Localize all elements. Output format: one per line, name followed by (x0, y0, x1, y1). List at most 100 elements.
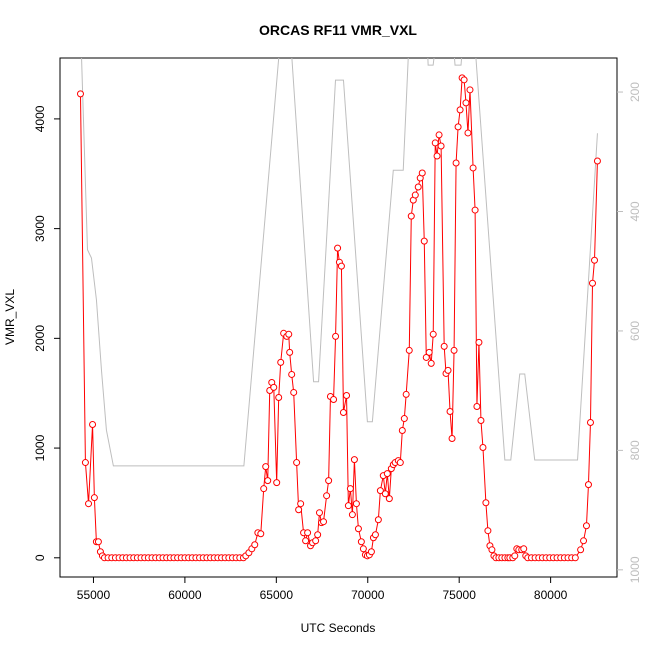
point (262, 463, 270, 471)
point (450, 346, 458, 354)
point (398, 427, 406, 435)
point (454, 123, 462, 131)
point (577, 546, 585, 554)
point (275, 393, 283, 401)
x-tick-label: 60000 (168, 588, 202, 602)
x-tick-label: 55000 (77, 588, 111, 602)
y2-tick-label: 400 (628, 201, 642, 221)
point (344, 502, 352, 510)
plot-box (59, 57, 618, 578)
point (312, 537, 320, 545)
point (437, 142, 445, 150)
point (376, 487, 384, 495)
point (89, 420, 97, 428)
point (323, 492, 331, 500)
point (425, 348, 433, 356)
point (446, 408, 454, 416)
point (76, 90, 84, 98)
series (76, 74, 601, 562)
point (396, 459, 404, 467)
point (357, 538, 365, 546)
point (435, 131, 443, 139)
point (456, 106, 464, 114)
point (371, 531, 379, 539)
point (315, 509, 323, 517)
point (273, 479, 281, 487)
point (330, 395, 338, 403)
point (304, 529, 312, 537)
point (295, 506, 303, 514)
point (429, 330, 437, 338)
point (471, 206, 479, 214)
point (334, 244, 342, 252)
point (462, 99, 470, 107)
point (251, 541, 259, 549)
point (374, 516, 382, 524)
point (367, 548, 375, 556)
point (90, 494, 98, 502)
point (469, 164, 477, 172)
point (466, 86, 474, 94)
point (402, 390, 410, 398)
point (473, 402, 481, 410)
point (354, 525, 362, 533)
point (418, 169, 426, 177)
point (348, 511, 356, 519)
point (81, 459, 89, 467)
point (444, 366, 452, 374)
point (591, 256, 599, 264)
point (297, 500, 305, 508)
point (343, 392, 351, 400)
point (414, 183, 422, 191)
point (420, 237, 428, 245)
point (405, 346, 413, 354)
point (584, 481, 592, 489)
y-tick-label: 3000 (33, 215, 47, 242)
point (440, 342, 448, 350)
point (383, 470, 391, 478)
point (593, 157, 601, 165)
point (285, 330, 293, 338)
point (427, 359, 435, 367)
point (94, 538, 102, 546)
series-line (81, 58, 598, 467)
chart-title: ORCAS RF11 VMR_VXL (259, 22, 417, 38)
point (264, 477, 272, 485)
point (484, 527, 492, 535)
point (588, 279, 596, 287)
point (571, 554, 579, 562)
y-tick-label: 4000 (33, 105, 47, 132)
point (488, 546, 496, 554)
point (359, 545, 367, 553)
y2-tick-label: 800 (628, 440, 642, 460)
point (400, 415, 408, 423)
y-tick-label: 0 (33, 554, 47, 561)
x-tick-label: 80000 (534, 588, 568, 602)
point (475, 338, 483, 346)
point (433, 152, 441, 160)
point (85, 500, 93, 508)
point (482, 499, 490, 507)
point (411, 191, 419, 199)
point (452, 159, 460, 167)
point (580, 537, 588, 545)
point (477, 417, 485, 425)
point (385, 495, 393, 503)
point (350, 456, 358, 464)
point (448, 435, 456, 443)
x-tick-label: 75000 (443, 588, 477, 602)
point (314, 531, 322, 539)
point (286, 348, 294, 356)
point (339, 409, 347, 417)
point (381, 490, 389, 498)
point (586, 419, 594, 427)
point (290, 388, 298, 396)
point (479, 444, 487, 452)
point (422, 353, 430, 361)
y2-tick-label: 1000 (628, 556, 642, 583)
point (325, 477, 333, 485)
point (464, 129, 472, 137)
